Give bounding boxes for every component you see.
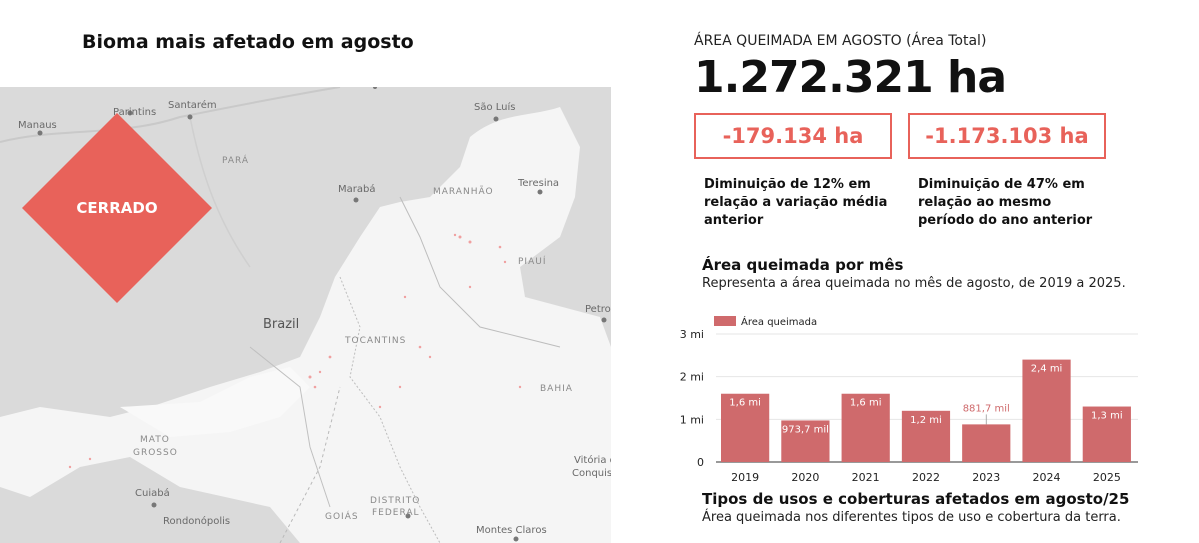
map-label-para: PARÁ <box>222 156 250 166</box>
legend-label: Área queimada <box>741 315 817 328</box>
map-label-mato-grosso-1: MATO <box>140 435 170 445</box>
map-label-petro: Petro <box>585 304 611 315</box>
map-label-cuiaba: Cuiabá <box>135 488 170 499</box>
data-label: 1,2 mi <box>910 415 942 426</box>
map-label-teresina: Teresina <box>518 178 560 189</box>
usage-title: Tipos de usos e coberturas afetados em a… <box>702 490 1130 508</box>
x-tick-label: 2024 <box>1033 471 1061 484</box>
map-label-mato-grosso-2: GROSSO <box>133 448 178 458</box>
x-tick-label: 2025 <box>1093 471 1121 484</box>
map-label-sao-luis: São Luís <box>474 102 516 113</box>
diamond-shape <box>22 113 212 303</box>
bar <box>1082 406 1131 462</box>
kpi-label: ÁREA QUEIMADA EM AGOSTO (Área Total) <box>694 33 987 49</box>
y-tick-label: 0 <box>697 456 704 469</box>
bar-chart-svg: 0 1 mi 2 mi 3 mi Área queimada 1,6 mi 2019 973,… <box>680 315 1138 484</box>
y-tick-label: 1 mi <box>680 413 704 426</box>
data-label: 881,7 mil <box>963 403 1010 414</box>
map-label-distrito-1: DISTRITO <box>370 496 421 506</box>
map-label-maranhao: MARANHÃO <box>433 187 494 197</box>
bar <box>841 393 890 462</box>
x-tick-label: 2019 <box>731 471 759 484</box>
delta-desc-average: Diminuição de 12% em relação a variação … <box>704 177 888 228</box>
delta-box-average: -179.134 ha <box>694 113 892 159</box>
biome-badge-label: CERRADO <box>76 199 158 217</box>
monthly-bar-chart: 0 1 mi 2 mi 3 mi Área queimada 1,6 mi 2019 973,… <box>676 308 1146 488</box>
y-tick-label: 2 mi <box>680 371 704 384</box>
x-tick-label: 2023 <box>972 471 1000 484</box>
legend-swatch <box>714 316 736 326</box>
data-label: 2,4 mi <box>1031 364 1063 375</box>
map-label-tocantins: TOCANTINS <box>345 336 407 346</box>
bar <box>962 424 1011 462</box>
map-label-vitoria-2: Conquis <box>572 468 611 479</box>
map-label-vitoria-1: Vitória d <box>574 455 611 466</box>
monthly-title: Área queimada por mês <box>702 256 904 274</box>
bar <box>781 420 830 462</box>
x-tick-label: 2021 <box>852 471 880 484</box>
delta-box-previous-year: -1.173.103 ha <box>908 113 1106 159</box>
bar <box>721 393 770 462</box>
map-label-santarem: Santarém <box>168 100 217 111</box>
data-label: 973,7 mil <box>782 424 829 435</box>
usage-subtitle: Área queimada nos diferentes tipos de us… <box>702 510 1121 525</box>
data-label: 1,3 mi <box>1091 411 1123 422</box>
delta-desc-previous-year: Diminuição de 47% em relação ao mesmo pe… <box>918 177 1093 228</box>
monthly-subtitle: Representa a área queimada no mês de ago… <box>702 276 1126 291</box>
map-label-piaui: PIAUÍ <box>518 257 547 267</box>
kpi-value: 1.272.321 ha <box>694 52 1007 103</box>
map-label-brazil: Brazil <box>263 317 300 332</box>
map-label-maraba: Marabá <box>338 184 376 195</box>
biome-badge: CERRADO <box>22 113 212 303</box>
data-label: 1,6 mi <box>729 398 761 409</box>
map-label-goias: GOIÁS <box>325 512 359 522</box>
map-label-distrito-2: FEDERAL <box>372 508 420 518</box>
map-label-rondonopolis: Rondonópolis <box>163 516 231 527</box>
map-label-manaus: Manaus <box>18 120 57 131</box>
delta-value-previous-year: -1.173.103 ha <box>925 124 1089 148</box>
map-label-parintins: Parintins <box>113 107 157 118</box>
delta-value-average: -179.134 ha <box>722 124 864 148</box>
bar <box>901 410 951 462</box>
x-tick-label: 2022 <box>912 471 940 484</box>
bar <box>1022 359 1071 462</box>
data-label: 1,6 mi <box>850 398 882 409</box>
map-label-bahia: BAHIA <box>540 384 573 394</box>
left-panel-title: Bioma mais afetado em agosto <box>82 31 414 53</box>
x-tick-label: 2020 <box>791 471 819 484</box>
y-tick-label: 3 mi <box>680 328 704 341</box>
map-label-montes-claros: Montes Claros <box>476 525 547 536</box>
